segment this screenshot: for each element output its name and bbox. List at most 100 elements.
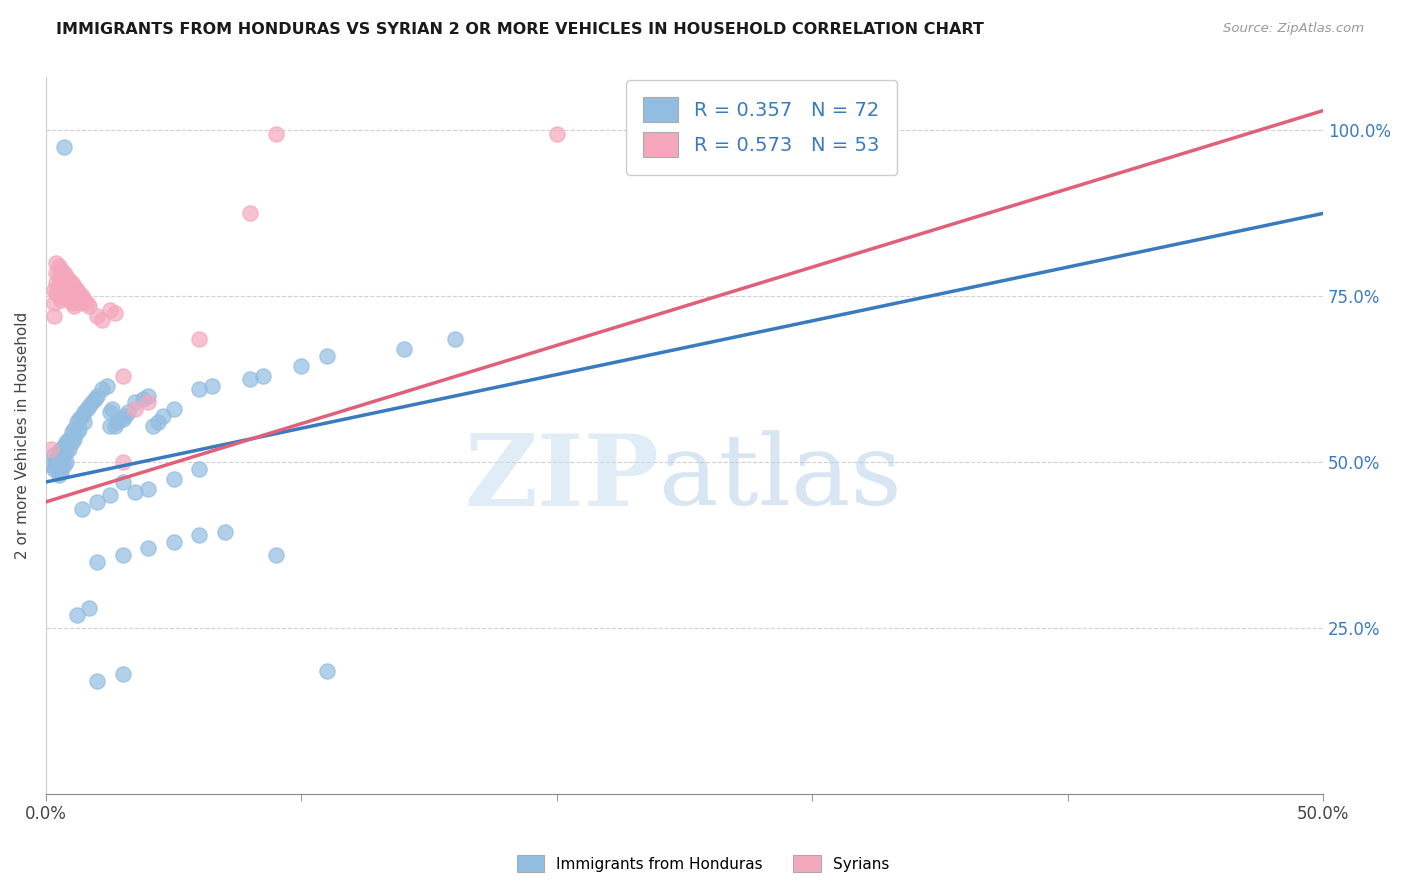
- Point: [58, 273, 80, 287]
- Point: [104, 418, 127, 433]
- Point: [55, 269, 77, 284]
- Point: [65, 293, 87, 307]
- Point: [55, 435, 77, 450]
- Point: [98, 302, 121, 317]
- Point: [136, 541, 159, 556]
- Point: [214, 524, 236, 539]
- Point: [163, 534, 186, 549]
- Point: [98, 405, 121, 419]
- Point: [42, 309, 65, 323]
- Point: [48, 461, 70, 475]
- Point: [45, 455, 67, 469]
- Point: [188, 382, 211, 396]
- Point: [392, 343, 415, 357]
- Point: [48, 455, 70, 469]
- Point: [264, 127, 287, 141]
- Point: [58, 432, 80, 446]
- Point: [42, 296, 65, 310]
- Legend: Immigrants from Honduras, Syrians: Immigrants from Honduras, Syrians: [509, 847, 897, 880]
- Point: [63, 279, 86, 293]
- Point: [70, 409, 93, 423]
- Point: [63, 299, 86, 313]
- Point: [86, 673, 108, 688]
- Point: [48, 468, 70, 483]
- Point: [67, 422, 90, 436]
- Point: [124, 402, 146, 417]
- Point: [52, 276, 75, 290]
- Point: [63, 422, 86, 436]
- Point: [239, 372, 262, 386]
- Point: [48, 445, 70, 459]
- Text: IMMIGRANTS FROM HONDURAS VS SYRIAN 2 OR MORE VEHICLES IN HOUSEHOLD CORRELATION C: IMMIGRANTS FROM HONDURAS VS SYRIAN 2 OR …: [56, 22, 984, 37]
- Point: [55, 445, 77, 459]
- Point: [52, 140, 75, 154]
- Point: [79, 299, 101, 313]
- Point: [45, 451, 67, 466]
- Point: [73, 293, 96, 307]
- Point: [63, 432, 86, 446]
- Point: [73, 415, 96, 429]
- Point: [45, 256, 67, 270]
- Point: [76, 296, 98, 310]
- Point: [316, 349, 339, 363]
- Point: [58, 442, 80, 456]
- Point: [67, 296, 90, 310]
- Point: [65, 415, 87, 429]
- Point: [51, 273, 73, 287]
- Point: [86, 495, 108, 509]
- Point: [52, 266, 75, 280]
- Point: [98, 488, 121, 502]
- Point: [101, 402, 124, 417]
- Point: [76, 402, 98, 417]
- Point: [148, 415, 170, 429]
- Point: [111, 412, 134, 426]
- Point: [546, 127, 568, 141]
- Point: [316, 664, 339, 678]
- Text: Source: ZipAtlas.com: Source: ZipAtlas.com: [1223, 22, 1364, 36]
- Point: [58, 283, 80, 297]
- Point: [70, 501, 93, 516]
- Point: [91, 382, 114, 396]
- Point: [188, 332, 211, 346]
- Point: [45, 276, 67, 290]
- Point: [73, 405, 96, 419]
- Point: [79, 601, 101, 615]
- Point: [724, 140, 747, 154]
- Point: [132, 392, 155, 406]
- Text: atlas: atlas: [659, 431, 901, 526]
- Point: [48, 260, 70, 274]
- Point: [124, 395, 146, 409]
- Point: [67, 285, 90, 300]
- Point: [45, 285, 67, 300]
- Point: [86, 309, 108, 323]
- Point: [48, 279, 70, 293]
- Point: [201, 379, 224, 393]
- Point: [45, 266, 67, 280]
- Point: [52, 438, 75, 452]
- Point: [60, 296, 83, 310]
- Point: [188, 528, 211, 542]
- Point: [65, 283, 87, 297]
- Point: [80, 395, 103, 409]
- Point: [52, 458, 75, 473]
- Point: [111, 455, 134, 469]
- Point: [142, 418, 165, 433]
- Point: [163, 472, 186, 486]
- Text: ZIP: ZIP: [464, 430, 659, 527]
- Point: [252, 368, 274, 383]
- Point: [188, 461, 211, 475]
- Point: [51, 458, 73, 473]
- Point: [65, 607, 87, 622]
- Point: [136, 389, 159, 403]
- Point: [111, 475, 134, 489]
- Point: [55, 289, 77, 303]
- Point: [55, 455, 77, 469]
- Point: [51, 451, 73, 466]
- Point: [163, 402, 186, 417]
- Point: [98, 418, 121, 433]
- Point: [65, 425, 87, 440]
- Point: [45, 458, 67, 473]
- Point: [60, 435, 83, 450]
- Point: [111, 548, 134, 562]
- Point: [96, 379, 118, 393]
